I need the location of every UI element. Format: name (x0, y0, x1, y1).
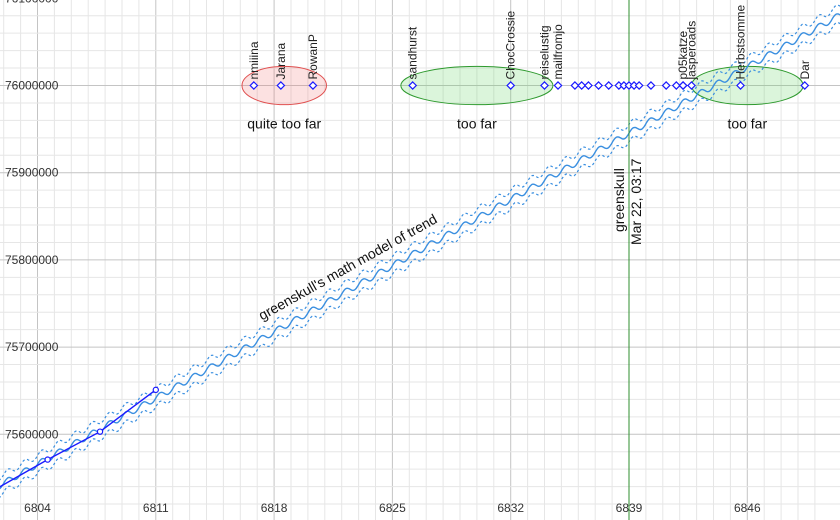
history-point (44, 456, 51, 463)
guess-point (408, 81, 418, 90)
guess-point (604, 81, 614, 90)
guess-label: sandhurst (406, 26, 420, 79)
guess-label: p05katze (676, 30, 690, 79)
y-tick-label: 75600000 (5, 427, 59, 441)
guess-point (800, 81, 810, 90)
guess-point (583, 81, 593, 90)
region-label: too far (727, 116, 767, 132)
guess-points: nmiiina Jarana RowanP sandhurst ChocCrossie r… (247, 4, 812, 90)
guess-point (506, 81, 516, 90)
guess-label: jasperoads (685, 21, 699, 81)
guess-point (678, 81, 688, 90)
guess-point (540, 81, 549, 90)
region-ellipse (400, 65, 554, 106)
region-label: too far (457, 116, 497, 132)
guess-label: Jarana (274, 42, 288, 79)
guess-label: Dar (798, 60, 812, 79)
y-tick-label: 75700000 (5, 340, 59, 354)
guess-point (308, 81, 318, 90)
guess-label: reiselustig (538, 25, 552, 79)
history-point (96, 428, 104, 435)
guess-point (671, 81, 681, 90)
guess-point (687, 81, 696, 90)
vertical-marker-name: greenskull (611, 168, 627, 232)
guess-point (570, 81, 580, 90)
x-tick-label: 6825 (379, 501, 406, 515)
guess-point (249, 81, 259, 90)
guess-point (577, 81, 587, 90)
trend-line (0, 13, 840, 490)
guess-label: Herbstsomme (734, 4, 748, 79)
guess-point (553, 81, 563, 90)
guess-point (594, 81, 604, 90)
vertical-marker-date: Mar 22, 03:17 (628, 158, 644, 245)
guess-label: nmiiina (247, 41, 261, 79)
guess-point (634, 81, 644, 90)
trend-label: greenskull's math model of trend (256, 211, 440, 324)
x-tick-label: 6839 (616, 501, 643, 515)
y-tick-label: 75800000 (5, 253, 59, 267)
x-tick-label: 6832 (497, 501, 524, 515)
y-tick-label: 75900000 (5, 166, 59, 180)
region-label: quite too far (247, 116, 321, 132)
x-tick-label: 6818 (261, 501, 288, 515)
guess-label: RowanP (306, 34, 320, 79)
guess-point (736, 81, 745, 90)
x-tick-label: 6804 (24, 501, 51, 515)
guess-point (646, 81, 656, 90)
guess-label: mailfromjo (551, 24, 565, 80)
region-ellipses: quite too far too far too far (241, 65, 804, 132)
y-tick-label: 76100000 (5, 0, 59, 5)
guess-point (661, 81, 671, 90)
x-tick-label: 6811 (143, 501, 169, 515)
guess-label: ChocCrossie (504, 10, 518, 79)
history-point (152, 386, 159, 394)
history-series (0, 386, 159, 490)
y-tick-label: 76000000 (5, 79, 59, 93)
x-tick-label: 6846 (734, 501, 761, 515)
axis-ticks: 6804681168186825683268396846687560000075… (5, 0, 761, 515)
guess-point (276, 81, 286, 90)
